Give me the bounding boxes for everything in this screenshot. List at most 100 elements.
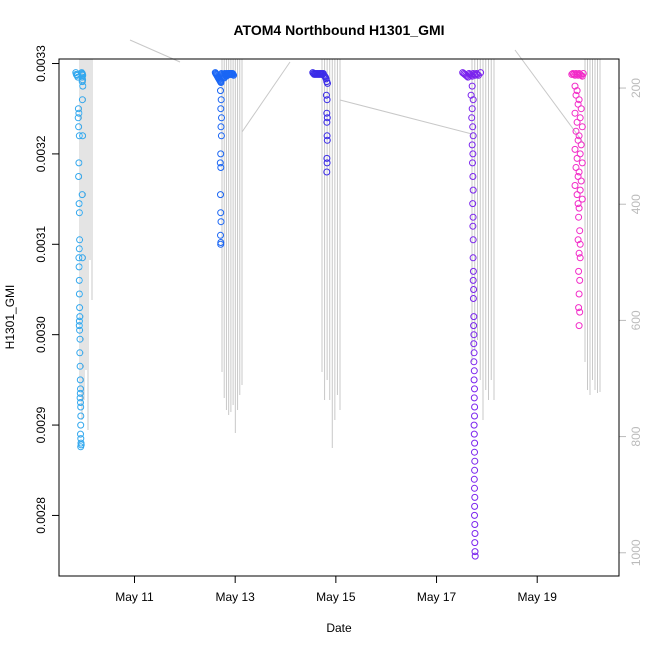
- data-point: [468, 82, 476, 90]
- data-point: [575, 290, 583, 298]
- data-point: [78, 191, 86, 199]
- data-point: [75, 159, 83, 167]
- data-point: [471, 548, 479, 556]
- y-tick-label: 0.0031: [34, 226, 48, 263]
- data-point: [470, 313, 478, 321]
- data-point: [578, 159, 586, 167]
- data-point: [577, 105, 585, 113]
- y2-tick-label: 600: [629, 310, 643, 330]
- data-point: [573, 118, 581, 126]
- data-point: [218, 114, 225, 122]
- data-point: [576, 227, 584, 235]
- data-point: [578, 195, 586, 203]
- data-point: [323, 96, 331, 104]
- altitude-profile-lines: [79, 39, 601, 448]
- transit-line: [241, 61, 291, 133]
- data-point: [75, 173, 83, 180]
- data-point: [469, 96, 477, 104]
- data-point: [75, 254, 83, 262]
- data-point: [75, 123, 83, 131]
- transit-line: [129, 39, 181, 63]
- data-point: [74, 114, 82, 122]
- data-point: [468, 114, 476, 122]
- data-point: [78, 254, 86, 262]
- data-point: [467, 91, 475, 99]
- data-point: [471, 552, 479, 560]
- data-point: [322, 75, 330, 83]
- data-point: [471, 484, 478, 492]
- data-point: [471, 412, 478, 420]
- data-point: [577, 177, 585, 185]
- data-point: [575, 249, 583, 257]
- data-point: [576, 240, 584, 248]
- data-point: [217, 164, 225, 171]
- x-tick-label: May 11: [115, 590, 154, 604]
- data-point: [77, 412, 85, 420]
- data-point: [469, 200, 477, 208]
- data-point: [78, 78, 86, 86]
- data-point: [574, 236, 582, 244]
- data-point: [575, 132, 583, 140]
- data-point: [470, 367, 478, 375]
- data-point: [468, 141, 476, 149]
- transit-line: [339, 99, 473, 135]
- data-point: [75, 263, 83, 271]
- data-point: [217, 105, 225, 113]
- data-point: [77, 403, 85, 411]
- data-point: [217, 191, 224, 199]
- data-point: [76, 335, 84, 343]
- axes: May 11 May 13 May 15 May 17 May 19 0.0028 0.00…: [34, 45, 643, 604]
- data-point: [323, 154, 331, 162]
- data-point: [77, 430, 84, 438]
- data-point: [76, 394, 84, 402]
- y2-tick-label: 1000: [629, 539, 643, 566]
- data-point: [78, 73, 86, 81]
- x-tick-label: May 13: [216, 590, 256, 604]
- data-point: [470, 331, 478, 339]
- data-point: [471, 403, 479, 411]
- data-point: [76, 326, 84, 334]
- data-point: [79, 132, 87, 140]
- data-point: [217, 218, 225, 226]
- x-axis-label: Date: [326, 621, 352, 635]
- data-points: [72, 69, 587, 560]
- chart-title: ATOM4 Northbound H1301_GMI: [233, 22, 444, 38]
- data-point: [469, 159, 476, 167]
- data-point: [470, 349, 478, 357]
- y-axis-label: H1301_GMI: [3, 285, 17, 350]
- data-point: [75, 200, 83, 208]
- data-point: [76, 313, 84, 321]
- data-point: [571, 182, 579, 189]
- data-point: [217, 150, 225, 158]
- y2-tick-label: 200: [629, 78, 643, 98]
- data-point: [76, 389, 84, 397]
- data-point: [577, 141, 585, 149]
- data-point: [322, 91, 330, 99]
- data-point: [217, 240, 225, 248]
- x-tick-label: May 17: [417, 590, 457, 604]
- y2-tick-label: 800: [629, 426, 643, 446]
- data-point: [469, 123, 477, 131]
- data-point: [76, 376, 84, 384]
- plot-frame: [58, 58, 620, 577]
- data-point: [470, 421, 478, 429]
- data-point: [574, 200, 582, 208]
- data-point: [216, 159, 224, 167]
- data-point: [576, 70, 584, 78]
- data-point: [471, 439, 479, 447]
- data-point: [77, 443, 85, 451]
- data-point: [323, 132, 331, 140]
- data-point: [471, 502, 479, 510]
- data-point: [470, 430, 478, 438]
- data-point: [575, 168, 583, 176]
- data-point: [470, 394, 478, 402]
- data-point: [76, 304, 84, 312]
- data-point: [217, 209, 225, 217]
- data-point: [230, 71, 238, 79]
- data-point: [573, 87, 581, 95]
- data-point: [470, 286, 478, 293]
- data-point: [77, 399, 84, 406]
- data-point: [75, 132, 83, 140]
- data-point: [323, 159, 331, 167]
